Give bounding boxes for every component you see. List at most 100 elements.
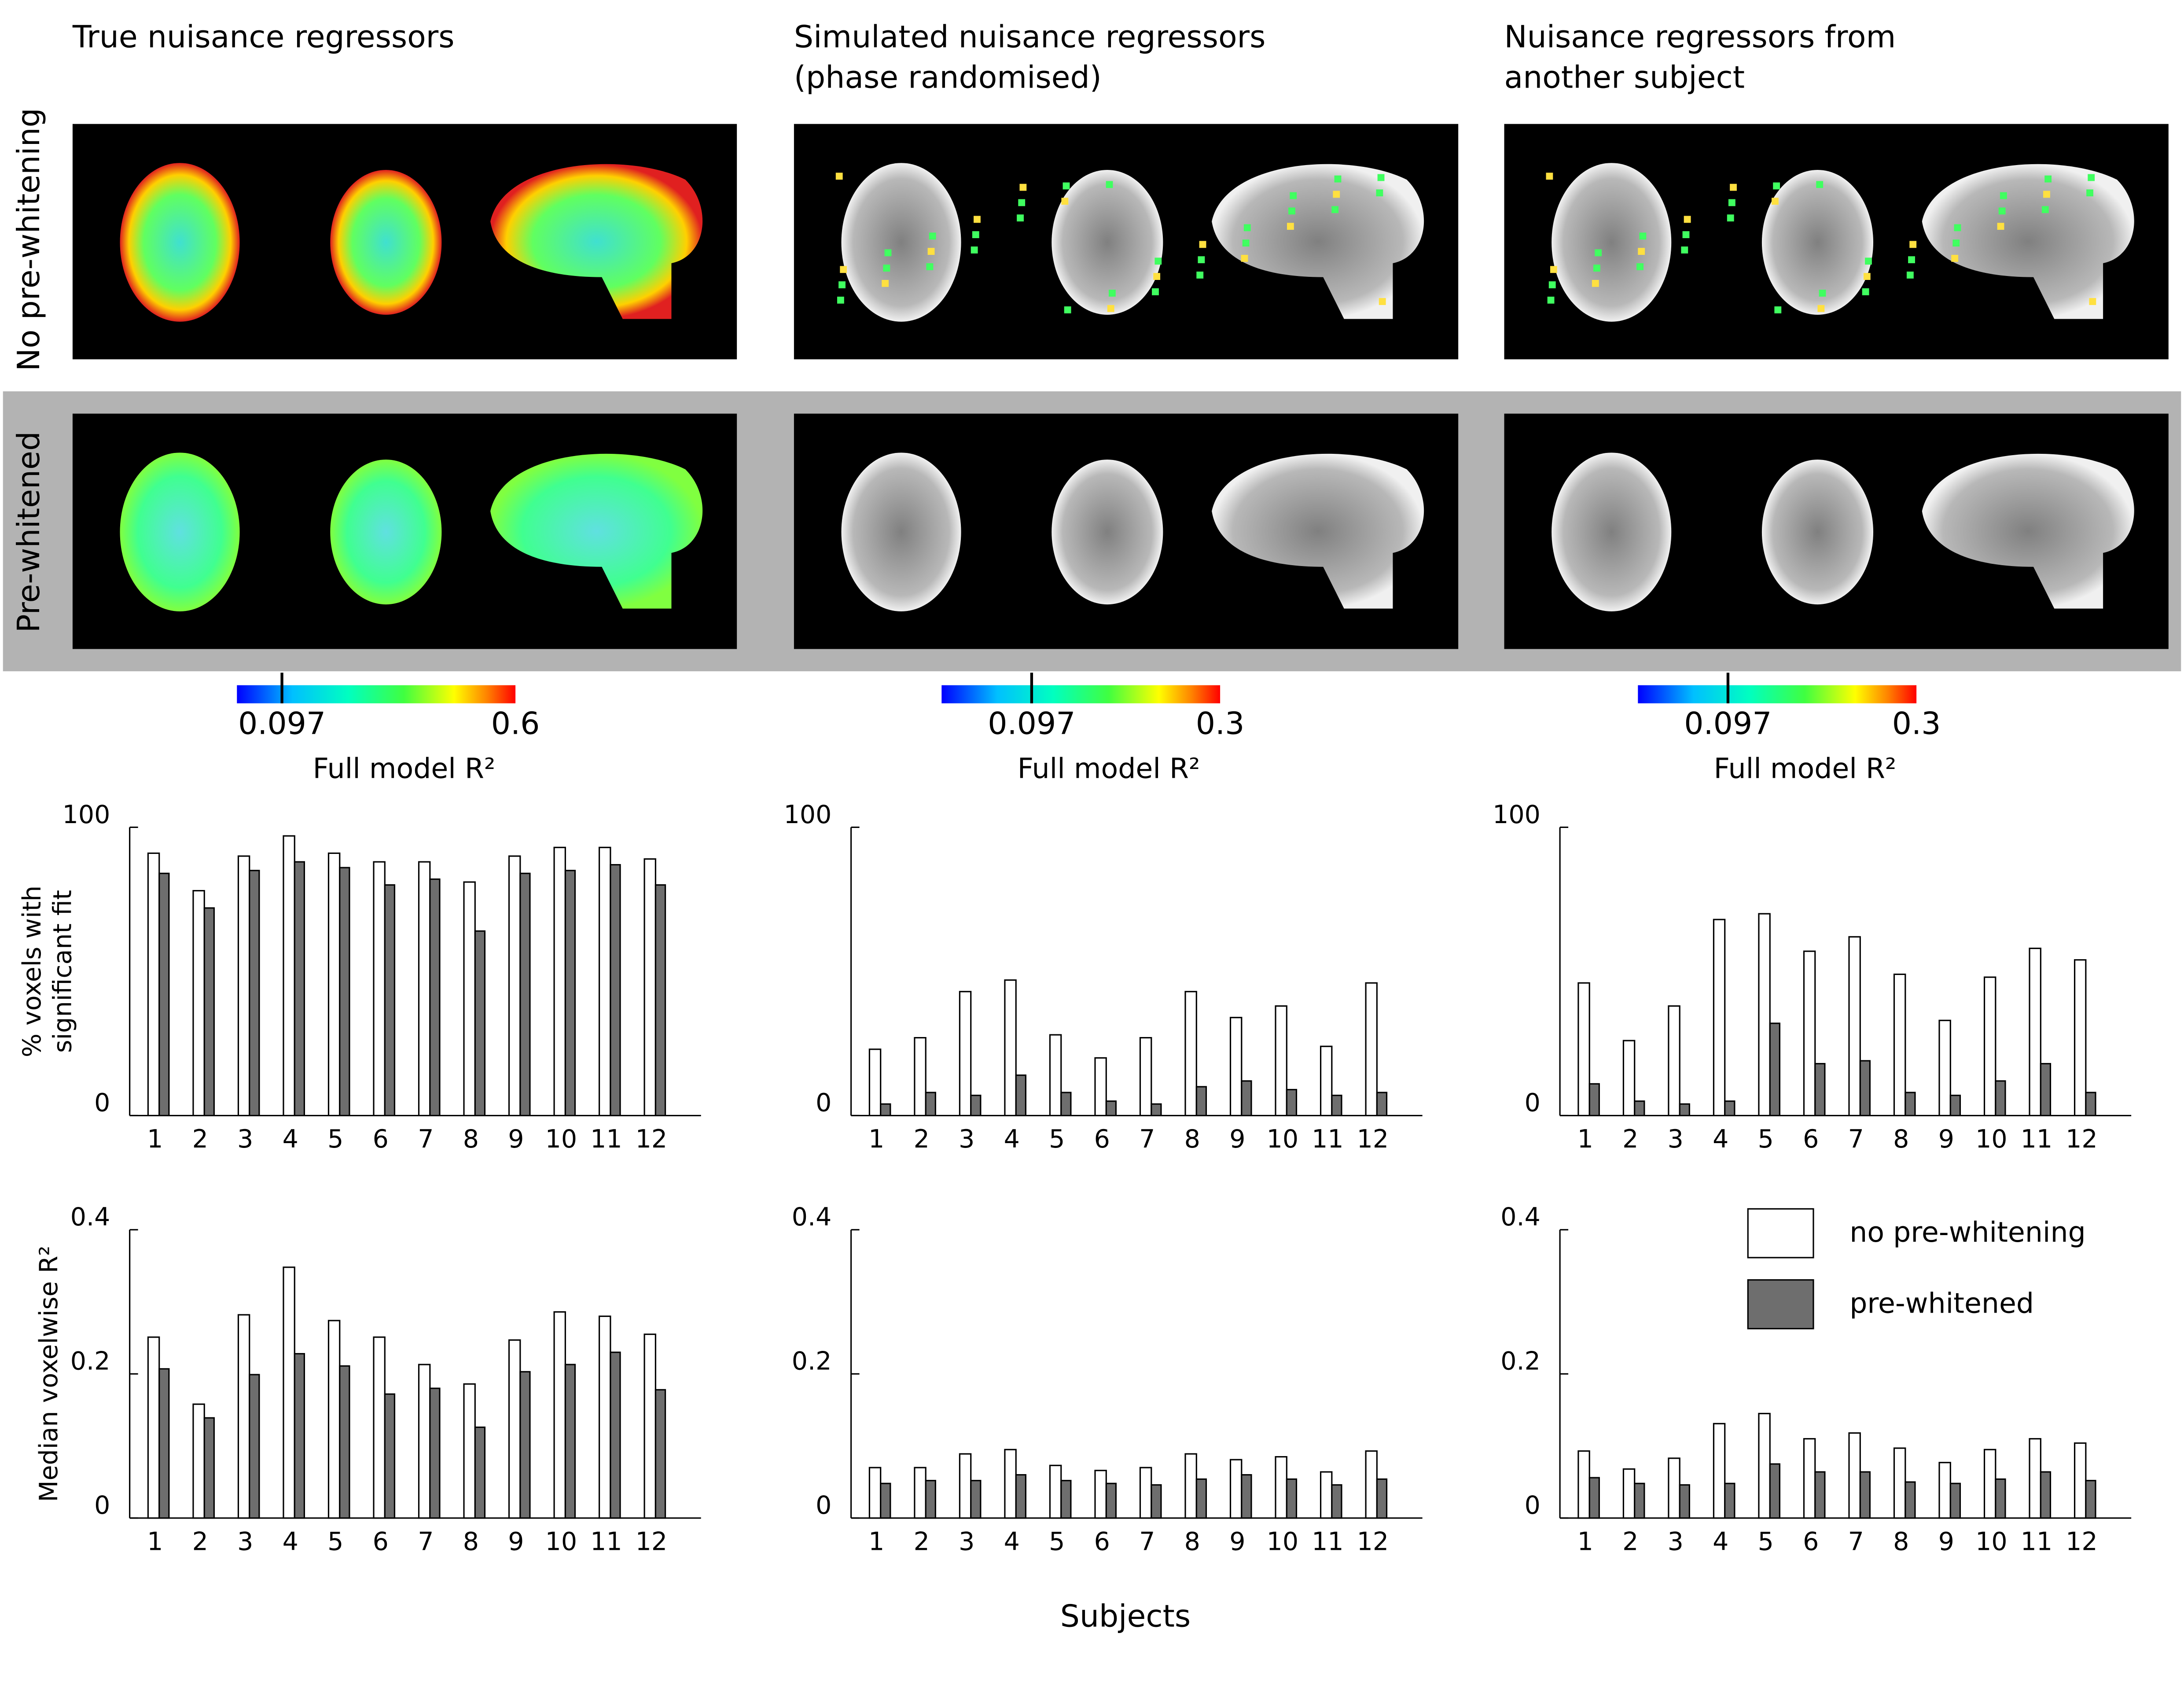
x-tick-label: 3 bbox=[237, 1527, 253, 1556]
bar bbox=[1668, 1005, 1680, 1116]
x-tick-label: 7 bbox=[1139, 1527, 1155, 1556]
brain-slice bbox=[120, 452, 240, 612]
x-tick-label: 2 bbox=[192, 1125, 208, 1154]
bar bbox=[1286, 1478, 1298, 1519]
speck bbox=[1909, 241, 1917, 248]
speck bbox=[838, 281, 846, 288]
bar bbox=[294, 1353, 305, 1519]
bar bbox=[1105, 1100, 1117, 1116]
y-tick-label: 0.4 bbox=[792, 1203, 832, 1232]
colorbar-label: Full model R² bbox=[1714, 752, 1897, 784]
speck bbox=[1019, 184, 1027, 191]
bar bbox=[868, 1048, 882, 1116]
bar bbox=[373, 861, 386, 1116]
speck bbox=[2043, 191, 2050, 198]
x-tick-label: 10 bbox=[1267, 1527, 1298, 1556]
speck bbox=[1331, 206, 1339, 213]
bar bbox=[327, 852, 341, 1116]
x-axis-label: Subjects bbox=[1060, 1599, 1191, 1634]
x-tick-label: 10 bbox=[545, 1125, 577, 1154]
x-tick-label: 4 bbox=[1713, 1125, 1728, 1154]
speck bbox=[1636, 263, 1644, 270]
x-tick-label: 10 bbox=[1267, 1125, 1298, 1154]
speck bbox=[1681, 246, 1688, 254]
speck bbox=[1593, 265, 1600, 272]
bar bbox=[463, 1383, 476, 1519]
bar bbox=[925, 1480, 936, 1519]
bar bbox=[158, 872, 170, 1116]
y-tick-label: 100 bbox=[63, 800, 110, 829]
row-label: Pre-whitened bbox=[11, 431, 47, 633]
speck bbox=[1106, 181, 1113, 188]
y-tick-label: 100 bbox=[784, 800, 832, 829]
bar bbox=[1139, 1037, 1152, 1116]
x-tick-label: 6 bbox=[1094, 1125, 1110, 1154]
bar bbox=[203, 907, 215, 1116]
bar bbox=[610, 864, 621, 1116]
bar bbox=[1995, 1080, 2006, 1116]
legend-swatch bbox=[1747, 1279, 1814, 1330]
bar bbox=[1588, 1083, 1600, 1116]
speck bbox=[1998, 207, 2006, 215]
y-axis-label: % voxels with bbox=[18, 886, 47, 1057]
speck bbox=[1819, 290, 1826, 297]
bar bbox=[1139, 1467, 1152, 1519]
bar bbox=[564, 870, 576, 1116]
y-tick-label: 0.4 bbox=[1500, 1203, 1541, 1232]
speck bbox=[971, 246, 978, 254]
x-tick-label: 8 bbox=[1184, 1125, 1200, 1154]
bar bbox=[2040, 1471, 2052, 1519]
bar bbox=[463, 881, 476, 1116]
x-tick-label: 1 bbox=[1577, 1125, 1593, 1154]
x-tick-label: 1 bbox=[147, 1125, 163, 1154]
x-tick-label: 12 bbox=[2066, 1527, 2097, 1556]
bar bbox=[2029, 947, 2041, 1116]
bar bbox=[1905, 1481, 1916, 1519]
bar bbox=[643, 1333, 656, 1519]
bar bbox=[564, 1364, 576, 1519]
speck bbox=[1951, 255, 1959, 262]
column-title: Simulated nuisance regressors bbox=[794, 19, 1266, 55]
y-tick-label: 0 bbox=[94, 1089, 110, 1118]
bar bbox=[880, 1482, 891, 1519]
bar bbox=[1769, 1463, 1780, 1519]
bar bbox=[1275, 1005, 1287, 1116]
speck bbox=[1954, 224, 1961, 232]
brain-slice bbox=[330, 460, 442, 605]
speck bbox=[974, 216, 981, 223]
column-title: True nuisance regressors bbox=[72, 19, 455, 55]
x-tick-label: 3 bbox=[237, 1125, 253, 1154]
bar bbox=[959, 991, 972, 1116]
speck bbox=[1816, 181, 1824, 188]
bar bbox=[1094, 1057, 1107, 1116]
speck bbox=[884, 249, 892, 257]
bar bbox=[203, 1417, 215, 1519]
x-tick-label: 5 bbox=[1049, 1125, 1065, 1154]
bar bbox=[553, 1311, 566, 1519]
speck bbox=[1773, 182, 1780, 190]
brain-slice bbox=[1552, 163, 1672, 322]
bar bbox=[508, 855, 521, 1116]
speck bbox=[1243, 224, 1251, 232]
bar bbox=[418, 1364, 431, 1519]
x-tick-label: 7 bbox=[1139, 1125, 1155, 1154]
bar bbox=[1241, 1080, 1252, 1116]
bar bbox=[1758, 1412, 1771, 1519]
bar bbox=[1004, 1449, 1017, 1519]
bar bbox=[192, 890, 205, 1116]
brain-slice bbox=[1052, 460, 1163, 605]
x-tick-label: 1 bbox=[1577, 1527, 1593, 1556]
bar bbox=[147, 1336, 160, 1519]
x-tick-label: 11 bbox=[2021, 1527, 2052, 1556]
x-tick-label: 6 bbox=[1094, 1527, 1110, 1556]
bar bbox=[1724, 1482, 1735, 1519]
y-tick-label: 0 bbox=[816, 1491, 831, 1520]
bar bbox=[1229, 1459, 1243, 1519]
speck bbox=[1908, 256, 1915, 264]
speck bbox=[1379, 298, 1386, 305]
colorbar-tick-label: 0.097 bbox=[238, 706, 326, 741]
bar bbox=[1094, 1470, 1107, 1519]
speck bbox=[2089, 298, 2096, 305]
row-label: No pre-whitening bbox=[11, 108, 47, 371]
speck bbox=[1952, 239, 1960, 247]
